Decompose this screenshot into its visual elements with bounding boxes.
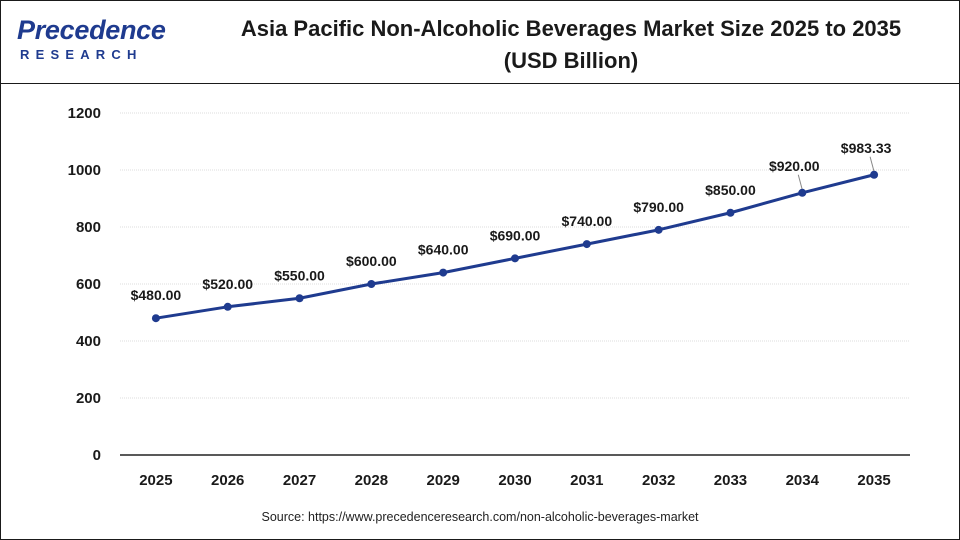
data-point [798,188,807,197]
source-note: Source: https://www.precedenceresearch.c… [261,510,699,524]
series-line [155,173,875,320]
line-chart: 0 200 400 600 800 1000 1200 2025 2026 2027 2028 202… [68,105,910,489]
data-label: $690.00 [490,227,541,243]
y-tick-label: 800 [76,219,101,236]
data-label: $640.00 [418,242,469,258]
data-point [367,280,376,288]
data-label-leader [869,156,875,172]
x-tick-label: 2028 [355,472,388,489]
x-tick-label: 2030 [498,472,531,489]
data-label: $600.00 [346,253,397,269]
data-point [511,254,519,263]
x-tick-label: 2034 [786,472,820,489]
x-tick-label: 2032 [642,472,675,489]
x-tick-label: 2029 [426,472,459,489]
data-label: $550.00 [274,267,325,283]
y-tick-label: 600 [76,276,101,293]
data-label: $740.00 [562,213,613,229]
header-bar: Precedence RESEARCH Asia Pacific Non-Alc… [1,1,959,84]
data-point [654,225,663,234]
brand-subtitle: RESEARCH [20,47,143,62]
chart-title-line1: Asia Pacific Non-Alcoholic Beverages Mar… [240,16,902,41]
data-label: $983.33 [841,140,892,156]
data-point [439,268,448,277]
brand-logo[interactable]: Precedence RESEARCH [17,15,167,65]
data-label-leader [797,174,803,190]
chart-title: Asia Pacific Non-Alcoholic Beverages Mar… [181,13,960,77]
x-tick-label: 2031 [570,472,603,489]
data-label: $790.00 [633,199,684,215]
chart-title-line2: (USD Billion) [503,48,639,73]
data-point [582,240,591,249]
data-point [151,314,160,323]
data-label: $920.00 [769,158,820,174]
x-tick-label: 2033 [714,472,747,489]
x-tick-label: 2026 [211,472,244,489]
data-point [870,170,879,179]
y-tick-label: 1000 [68,162,101,179]
y-tick-label: 1200 [68,105,101,122]
data-point [726,208,735,217]
data-point [295,294,304,303]
y-tick-label: 400 [76,333,101,350]
data-label: $480.00 [131,287,182,303]
y-tick-label: 0 [93,447,101,464]
brand-name: Precedence [17,15,166,45]
x-tick-label: 2025 [139,472,172,489]
data-point [223,302,232,311]
x-tick-label: 2035 [857,472,890,489]
x-tick-label: 2027 [283,472,316,489]
data-label: $850.00 [705,182,756,198]
y-tick-label: 200 [76,390,101,407]
data-label: $520.00 [202,276,253,292]
